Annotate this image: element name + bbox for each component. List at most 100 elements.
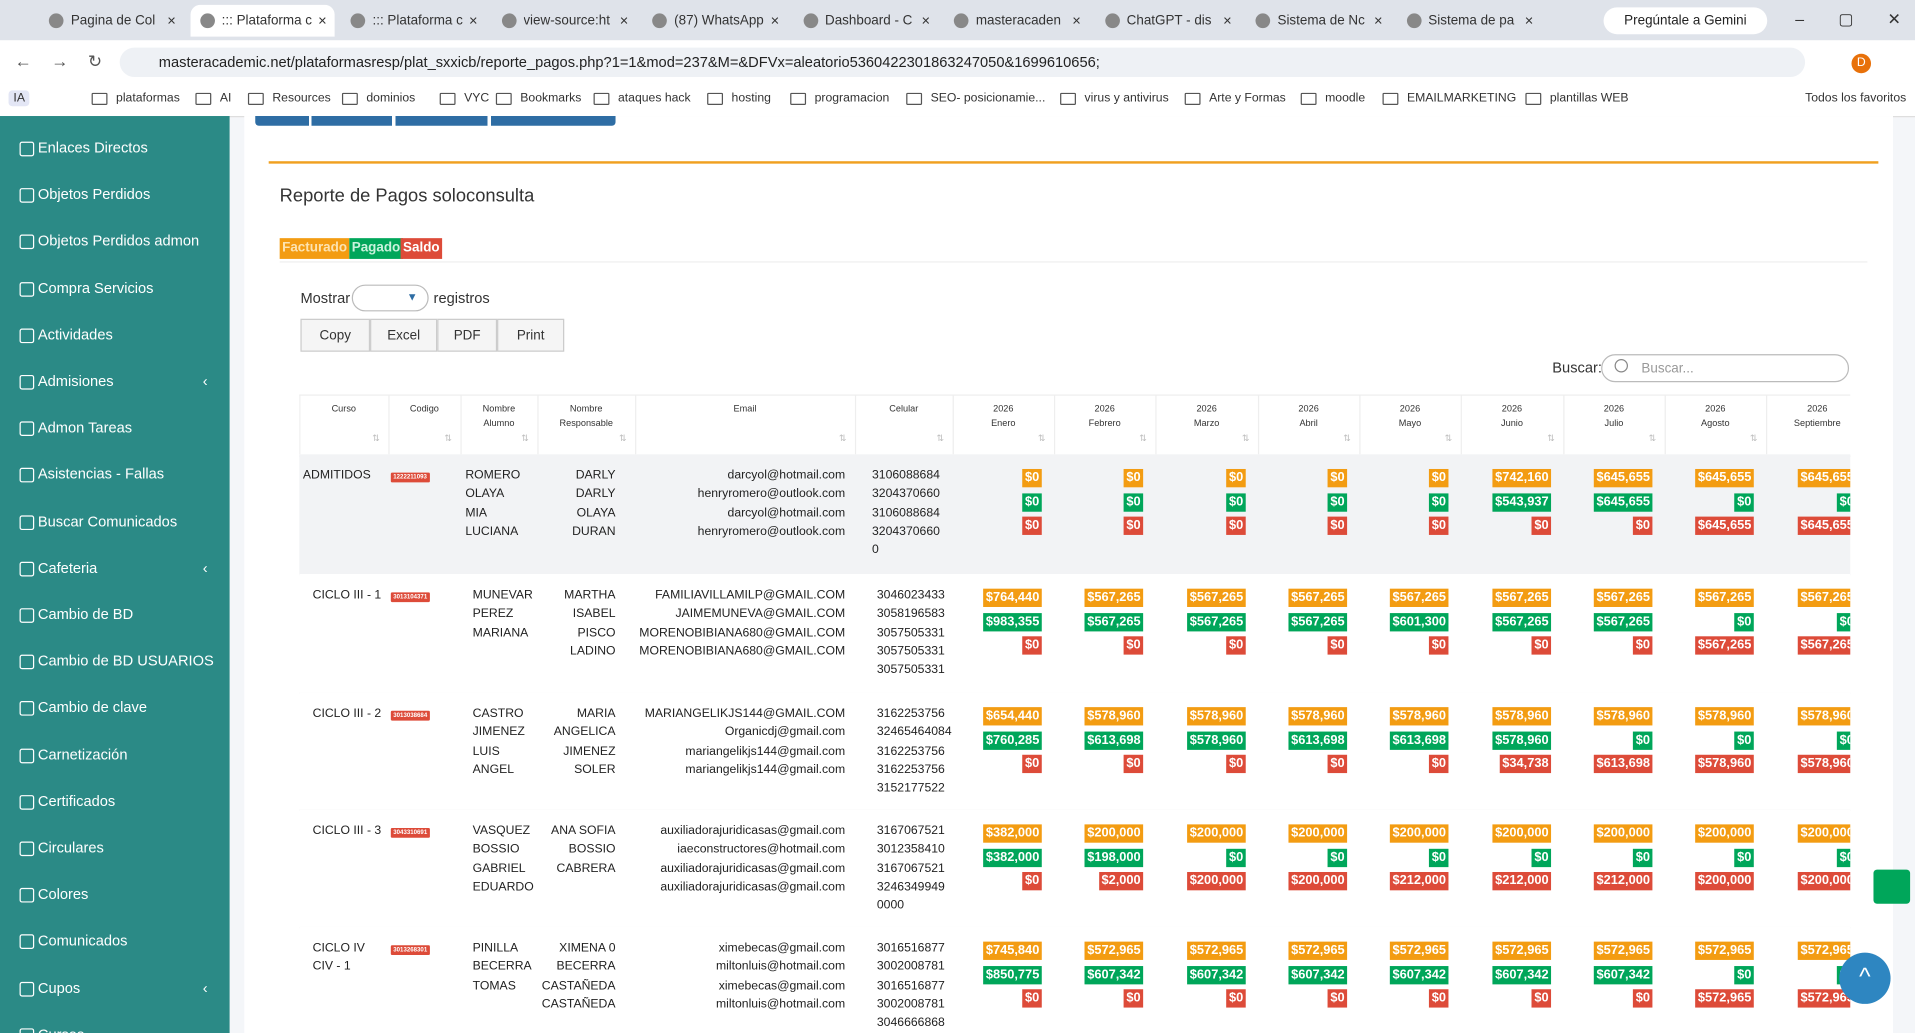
bookmark[interactable]: virus y antivirus <box>1084 91 1169 106</box>
column-header[interactable]: 2026 <box>1399 403 1421 415</box>
email: henryromero@outlook.com <box>697 487 846 502</box>
column-header[interactable]: 2026 <box>1298 403 1319 415</box>
tab-close[interactable]: × <box>1072 12 1081 30</box>
tab-close[interactable]: × <box>619 12 629 30</box>
bookmark[interactable]: EMAILMARKETING <box>1406 91 1517 106</box>
sidebar-item[interactable]: Compra Servicios <box>37 279 154 297</box>
gemini-button[interactable]: Pregúntale a Gemini <box>1603 7 1768 35</box>
tab-close[interactable]: × <box>1223 12 1232 30</box>
column-header[interactable]: 2026 <box>993 403 1014 415</box>
page-size-select[interactable]: ▼ <box>351 284 429 312</box>
column-header[interactable]: Mayo <box>1398 417 1422 429</box>
column-header[interactable]: Curso <box>331 403 357 415</box>
bookmark[interactable]: SEO- posicionamie... <box>930 91 1046 106</box>
sidebar-item[interactable]: Admon Tareas <box>37 419 133 437</box>
column-header[interactable]: Nombre <box>569 403 603 415</box>
export-button[interactable]: Print <box>497 318 565 352</box>
search-input[interactable] <box>1601 354 1850 383</box>
column-header[interactable]: Responsable <box>559 417 613 429</box>
tab-close[interactable]: × <box>468 12 478 30</box>
column-header[interactable]: Celular <box>889 403 919 415</box>
sidebar-item[interactable]: Cambio de BD USUARIOS <box>37 652 214 670</box>
tab-close[interactable]: × <box>167 12 176 30</box>
address-field[interactable] <box>119 47 1806 77</box>
column-header[interactable]: Codigo <box>409 403 439 415</box>
column-header[interactable]: Septiembre <box>1793 417 1841 429</box>
column-header[interactable]: Febrero <box>1088 417 1121 429</box>
tab[interactable]: ::: Plataforma c × <box>341 5 485 37</box>
bookmark[interactable]: VYC <box>464 91 490 106</box>
column-header[interactable]: 2026 <box>1196 403 1217 415</box>
column-header[interactable]: Enero <box>991 417 1016 429</box>
profile-avatar[interactable]: D <box>1851 53 1872 74</box>
tab[interactable]: ChatGPT - dis × <box>1095 5 1239 37</box>
bookmark[interactable]: ataques hack <box>617 91 691 106</box>
column-header[interactable]: Nombre <box>482 403 516 415</box>
sidebar-item[interactable]: Asistencias - Fallas <box>37 465 165 483</box>
sidebar-item[interactable]: Enlaces Directos <box>37 139 148 157</box>
bookmark[interactable]: AI <box>219 91 232 106</box>
bookmark[interactable]: Resources <box>272 91 331 106</box>
tab[interactable]: Sistema de pa × <box>1397 5 1541 37</box>
header-divider <box>1155 394 1157 455</box>
sidebar-item[interactable]: Carnetización <box>37 745 128 763</box>
bookmark[interactable]: plataformas <box>116 91 180 106</box>
column-header[interactable]: 2026 <box>1094 403 1115 415</box>
tab-close[interactable]: × <box>921 12 931 30</box>
bookmark[interactable]: hosting <box>731 91 771 106</box>
tab-close[interactable]: × <box>1373 12 1383 30</box>
sidebar-item[interactable]: Actividades <box>37 325 113 343</box>
sidebar-item[interactable]: Certificados <box>37 792 116 810</box>
bookmark[interactable]: Arte y Formas <box>1209 91 1286 106</box>
sidebar-item[interactable]: Circulares <box>37 839 104 857</box>
tab[interactable]: masteracaden × <box>944 5 1088 37</box>
export-button[interactable]: Excel <box>370 318 438 352</box>
tab[interactable]: ::: Plataforma c × <box>189 4 335 37</box>
tab[interactable]: Sistema de Nc × <box>1246 5 1390 37</box>
tab[interactable]: view-source:ht × <box>492 5 636 37</box>
bookmark[interactable]: plantillas WEB <box>1549 91 1629 106</box>
sidebar-item[interactable]: Cupos <box>37 978 81 997</box>
sidebar-item[interactable]: Cambio de clave <box>37 699 148 717</box>
bookmark[interactable]: dominios <box>366 91 416 106</box>
column-header[interactable]: 2026 <box>1807 403 1828 415</box>
export-button[interactable]: Copy <box>300 318 371 352</box>
tab[interactable]: (87) WhatsApp × <box>642 5 786 37</box>
column-header[interactable]: Julio <box>1604 417 1624 429</box>
column-header[interactable]: Agosto <box>1701 417 1730 429</box>
bookmark[interactable]: moodle <box>1325 91 1366 106</box>
tab-strip: Pagina de Col ×::: Plataforma c ×::: Plata… <box>0 0 1588 40</box>
tab-close[interactable]: × <box>770 12 780 30</box>
sidebar-item[interactable]: Colores <box>37 885 89 903</box>
side-user-button[interactable] <box>1873 869 1911 904</box>
column-header[interactable]: 2026 <box>1705 403 1726 415</box>
tab[interactable]: Dashboard - C × <box>793 5 937 37</box>
sidebar-icon <box>19 141 35 157</box>
scroll-top-button[interactable]: ^ <box>1839 952 1891 1004</box>
sidebar-item[interactable]: Objetos Perdidos <box>37 185 151 203</box>
all-bookmarks[interactable]: Todos los favoritos <box>1805 91 1907 106</box>
column-header[interactable]: Alumno <box>483 417 515 429</box>
sidebar-item[interactable]: Cursos <box>38 1026 84 1033</box>
export-button[interactable]: PDF <box>437 318 498 352</box>
column-header[interactable]: Abril <box>1299 417 1318 429</box>
tab[interactable]: Pagina de Col × <box>39 5 183 37</box>
bookmark[interactable]: programacion <box>814 91 890 106</box>
column-header[interactable]: 2026 <box>1603 403 1625 415</box>
sidebar-item[interactable]: Cafeteria <box>37 559 98 577</box>
student-code: 1222211093 <box>390 472 430 483</box>
column-header[interactable]: Email <box>733 403 757 415</box>
ai-button[interactable]: IA <box>8 90 30 107</box>
tab-close[interactable]: × <box>318 12 327 30</box>
sidebar-item[interactable]: Buscar Comunicados <box>37 512 178 530</box>
bookmark[interactable]: Bookmarks <box>520 91 582 106</box>
sidebar-item[interactable]: Cambio de BD <box>37 605 134 623</box>
column-header[interactable]: 2026 <box>1501 403 1523 415</box>
column-header[interactable]: Junio <box>1501 417 1523 429</box>
tab-icon <box>1406 13 1421 29</box>
tab-close[interactable]: × <box>1524 12 1534 30</box>
sidebar-item[interactable]: Objetos Perdidos admon <box>37 232 200 250</box>
column-header[interactable]: Marzo <box>1193 417 1220 429</box>
sidebar-item[interactable]: Admisiones <box>37 372 114 390</box>
sidebar-item[interactable]: Comunicados <box>37 932 128 950</box>
